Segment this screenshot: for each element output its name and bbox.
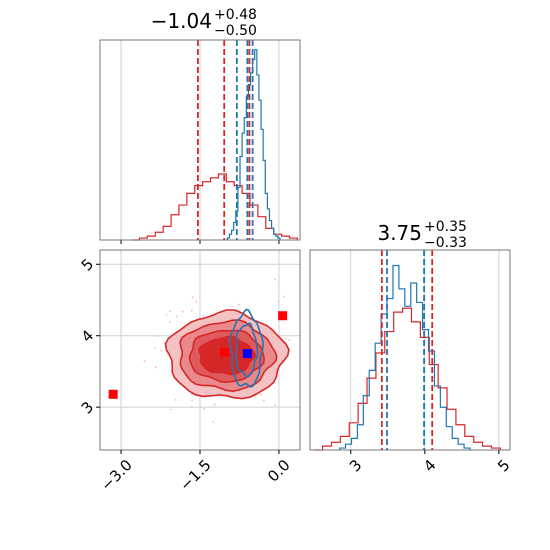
marginal-b-hist-red: [313, 307, 501, 451]
joint-panel: −3.0 −1.5 0.0 3 4 5: [78, 249, 301, 495]
joint-sample-dot: [274, 404, 277, 407]
joint-sample-dot: [203, 407, 206, 410]
marginal-b-title-plus: +0.35: [424, 219, 467, 235]
joint-blue-contour-inner: [235, 322, 259, 378]
marginal-a-title-median: −1.04: [151, 9, 212, 33]
joint-y-tick-label: 5: [78, 255, 97, 274]
joint-sample-dot: [260, 393, 262, 396]
joint-y-tick-label: 3: [78, 398, 97, 417]
joint-sample-dot: [277, 300, 280, 303]
joint-sample-dot: [195, 300, 198, 303]
joint-sample-dot: [169, 320, 172, 323]
marginal-a-title-plus: +0.48: [214, 7, 257, 23]
joint-sample-dot: [288, 339, 291, 342]
joint-sample-dot: [283, 295, 285, 298]
joint-blue-contour-outer: [228, 308, 265, 388]
joint-sample-dot: [262, 399, 265, 402]
marginal-b-title-median: 3.75: [377, 221, 422, 245]
joint-sample-dot: [165, 313, 168, 316]
joint-sample-dot: [169, 310, 171, 313]
joint-sample-dot: [154, 366, 157, 369]
joint-sample-dot: [174, 398, 177, 401]
joint-sample-dot: [181, 310, 184, 313]
marginal-a-title-minus: −0.50: [214, 23, 257, 39]
joint-sample-dot: [154, 347, 157, 350]
joint-red-marker: [108, 389, 118, 399]
joint-y-tick-label: 4: [78, 327, 97, 346]
joint-sample-dot: [175, 315, 178, 318]
joint-sample-dot: [212, 421, 214, 423]
joint-sample-dot: [274, 278, 277, 281]
joint-sample-dot: [213, 403, 216, 406]
marginal-b-x-tick-label: 4: [420, 456, 439, 475]
marginal-b-x-tick-label: 3: [346, 456, 365, 475]
marginal-b-hist-blue: [339, 264, 471, 450]
joint-sample-dot: [169, 408, 172, 411]
joint-sample-dot: [191, 296, 194, 299]
joint-sample-dot: [156, 335, 159, 337]
marginal-a-hist-red: [131, 173, 298, 241]
joint-sample-dot: [190, 405, 193, 408]
joint-red-marker: [278, 311, 288, 321]
joint-x-tick-label: −1.5: [176, 456, 214, 494]
joint-sample-dot: [237, 303, 240, 306]
marginal-b-panel: 3 4 5 3.75 +0.35−0.33: [309, 219, 514, 476]
marginal-a-panel: −1.04 +0.48−0.50: [99, 7, 301, 244]
joint-x-tick-label: 0.0: [264, 456, 294, 486]
joint-sample-dot: [191, 399, 193, 402]
joint-sample-dot: [285, 337, 287, 340]
joint-red-marker: [220, 347, 230, 357]
marginal-b-x-tick-label: 5: [494, 456, 513, 475]
joint-sample-dot: [143, 360, 146, 362]
joint-sample-dot: [190, 310, 193, 312]
marginal-b-frame: [309, 249, 511, 451]
marginal-a-frame: [99, 39, 301, 241]
marginal-b-title-minus: −0.33: [424, 235, 467, 251]
joint-x-tick-label: −3.0: [97, 456, 135, 494]
joint-sample-dot: [160, 349, 163, 352]
joint-blue-marker: [242, 349, 252, 359]
joint-sample-dot: [201, 314, 204, 317]
marginal-a-hist-blue: [226, 49, 281, 240]
